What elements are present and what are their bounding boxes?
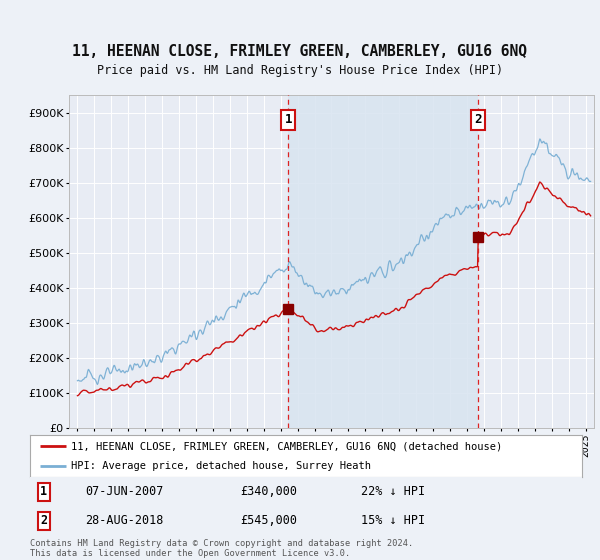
Text: £340,000: £340,000 [240, 485, 297, 498]
Text: 2: 2 [40, 514, 47, 528]
Text: 1: 1 [40, 485, 47, 498]
Text: Contains HM Land Registry data © Crown copyright and database right 2024.
This d: Contains HM Land Registry data © Crown c… [30, 539, 413, 558]
Text: 22% ↓ HPI: 22% ↓ HPI [361, 485, 425, 498]
Text: HPI: Average price, detached house, Surrey Heath: HPI: Average price, detached house, Surr… [71, 461, 371, 471]
Text: £545,000: £545,000 [240, 514, 297, 528]
Text: 28-AUG-2018: 28-AUG-2018 [85, 514, 164, 528]
Bar [288, 95, 478, 428]
Text: 11, HEENAN CLOSE, FRIMLEY GREEN, CAMBERLEY, GU16 6NQ (detached house): 11, HEENAN CLOSE, FRIMLEY GREEN, CAMBERL… [71, 441, 503, 451]
Text: 1: 1 [284, 113, 292, 126]
Text: 11, HEENAN CLOSE, FRIMLEY GREEN, CAMBERLEY, GU16 6NQ: 11, HEENAN CLOSE, FRIMLEY GREEN, CAMBERL… [73, 44, 527, 59]
Text: Price paid vs. HM Land Registry's House Price Index (HPI): Price paid vs. HM Land Registry's House … [97, 64, 503, 77]
Text: 15% ↓ HPI: 15% ↓ HPI [361, 514, 425, 528]
Text: 2: 2 [474, 113, 482, 126]
Text: 07-JUN-2007: 07-JUN-2007 [85, 485, 164, 498]
